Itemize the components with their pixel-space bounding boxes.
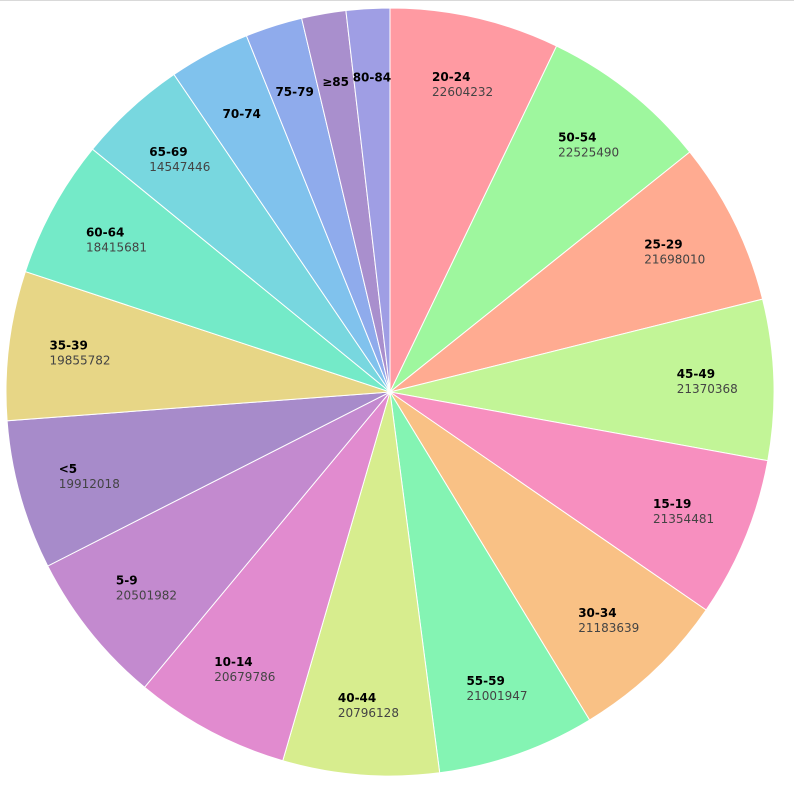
slice-label-20-24: 20-24 xyxy=(432,70,470,84)
slice-value-45-49: 21370368 xyxy=(677,382,738,396)
pie-slices xyxy=(5,7,775,777)
slice-label-40-44: 40-44 xyxy=(338,691,376,705)
slice-label-5-9: 5-9 xyxy=(116,573,138,587)
slice-label-ge85: ≥85 xyxy=(322,75,349,89)
slice-label-25-29: 25-29 xyxy=(644,237,682,251)
slice-label-65-69: 65-69 xyxy=(149,145,187,159)
slice-label-75-79: 75-79 xyxy=(275,85,313,99)
slice-value-lt5: 19912018 xyxy=(59,477,120,491)
slice-value-35-39: 19855782 xyxy=(49,354,110,368)
slice-label-60-64: 60-64 xyxy=(86,226,124,240)
slice-value-5-9: 20501982 xyxy=(116,588,177,602)
slice-label-35-39: 35-39 xyxy=(49,339,87,353)
pie-slice-5-9[interactable] xyxy=(47,391,391,688)
pie-slice-25-29[interactable] xyxy=(389,151,764,393)
slice-value-50-54: 22525490 xyxy=(558,146,619,160)
slice-value-20-24: 22604232 xyxy=(432,85,493,99)
slice-label-80-84: 80-84 xyxy=(353,71,391,85)
slice-label-lt5: <5 xyxy=(59,462,77,476)
pie-slice-50-54[interactable] xyxy=(389,45,691,393)
slice-label-15-19: 15-19 xyxy=(653,497,691,511)
slice-value-65-69: 14547446 xyxy=(149,160,210,174)
slice-value-10-14: 20679786 xyxy=(214,670,275,684)
slice-value-15-19: 21354481 xyxy=(653,512,714,526)
pie-slice-40-44[interactable] xyxy=(282,391,441,777)
slice-value-55-59: 21001947 xyxy=(466,689,527,703)
pie-slice-10-14[interactable] xyxy=(143,391,391,762)
pie-slice-55-59[interactable] xyxy=(389,391,591,774)
slice-label-10-14: 10-14 xyxy=(214,655,252,669)
pie-slice-lt5[interactable] xyxy=(6,391,391,567)
pie-slice-30-34[interactable] xyxy=(389,391,707,721)
pie-slice-35-39[interactable] xyxy=(5,270,391,422)
slice-label-30-34: 30-34 xyxy=(578,606,616,620)
slice-value-25-29: 21698010 xyxy=(644,252,705,266)
slice-value-30-34: 21183639 xyxy=(578,621,639,635)
pie-slice-20-24[interactable] xyxy=(389,7,558,393)
pie-slice-15-19[interactable] xyxy=(389,391,769,611)
pie-slice-80-84[interactable] xyxy=(345,7,391,393)
slice-value-60-64: 18415681 xyxy=(86,241,147,255)
pie-slice-45-49[interactable] xyxy=(389,298,775,462)
slice-label-45-49: 45-49 xyxy=(677,367,715,381)
slice-label-50-54: 50-54 xyxy=(558,131,596,145)
slice-label-55-59: 55-59 xyxy=(466,674,504,688)
pie-slice-60-64[interactable] xyxy=(24,148,391,393)
slice-label-70-74: 70-74 xyxy=(223,107,261,121)
slice-value-40-44: 20796128 xyxy=(338,706,399,720)
